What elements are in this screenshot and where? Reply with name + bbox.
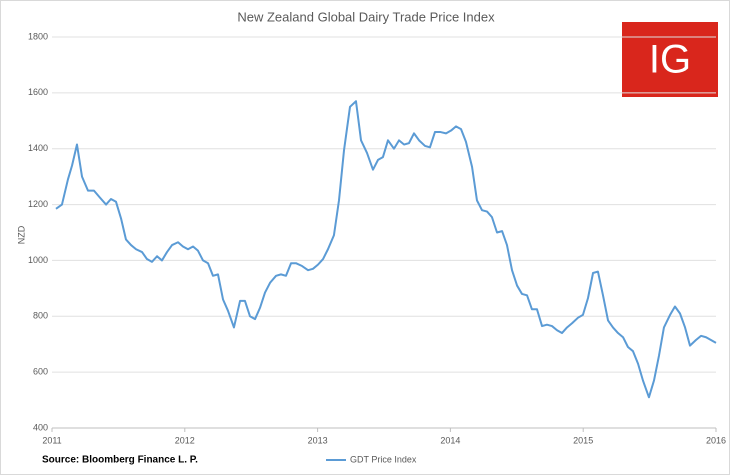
x-tick-label: 2012 <box>175 435 195 445</box>
y-tick-label: 1200 <box>28 199 48 209</box>
logo-box <box>622 22 718 97</box>
x-tick-label: 2014 <box>440 435 460 445</box>
logo-text: IG <box>649 38 691 82</box>
y-tick-label: 600 <box>33 367 48 377</box>
x-tick-label: 2016 <box>706 435 726 445</box>
y-tick-label: 400 <box>33 422 48 432</box>
y-tick-label: 1800 <box>28 31 48 41</box>
y-tick-label: 800 <box>33 311 48 321</box>
chart-title: New Zealand Global Dairy Trade Price Ind… <box>237 9 495 24</box>
y-axis-label: NZD <box>16 225 26 244</box>
legend-label: GDT Price Index <box>350 454 417 464</box>
y-tick-label: 1600 <box>28 87 48 97</box>
y-tick-label: 1000 <box>28 255 48 265</box>
data-line <box>55 100 717 399</box>
y-tick-label: 1400 <box>28 143 48 153</box>
x-tick-label: 2015 <box>573 435 593 445</box>
x-tick-label: 2011 <box>42 435 61 445</box>
source-note: Source: Bloomberg Finance L. P. <box>42 455 198 466</box>
x-tick-label: 2013 <box>308 435 328 445</box>
